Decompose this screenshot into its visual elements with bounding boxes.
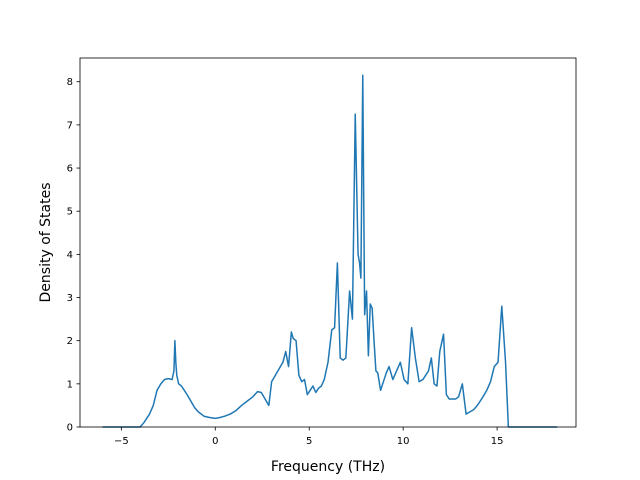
x-tick-label: 0 [212,436,218,447]
y-tick-label: 7 [67,120,73,131]
axes-ticks: −5 0 5 10 15 0 1 2 3 4 5 6 7 8 [67,77,504,447]
x-axis-label: Frequency (THz) [271,459,385,475]
y-tick-label: 8 [67,77,73,88]
y-tick-label: 6 [67,164,73,175]
axes-frame [79,57,577,428]
x-tick-label: 15 [491,436,504,447]
x-tick-label: 5 [306,436,312,447]
y-tick-label: 3 [67,293,73,304]
y-tick-label: 0 [67,423,73,434]
y-tick-label: 2 [67,336,73,347]
x-tick-label: −5 [114,436,129,447]
y-tick-label: 5 [67,207,73,218]
dos-series-line [102,74,558,428]
x-tick-label: 10 [397,436,410,447]
y-tick-label: 1 [67,379,73,390]
plot-area [102,74,558,428]
y-axis-label: Density of States [38,183,54,303]
y-tick-label: 4 [67,250,73,261]
